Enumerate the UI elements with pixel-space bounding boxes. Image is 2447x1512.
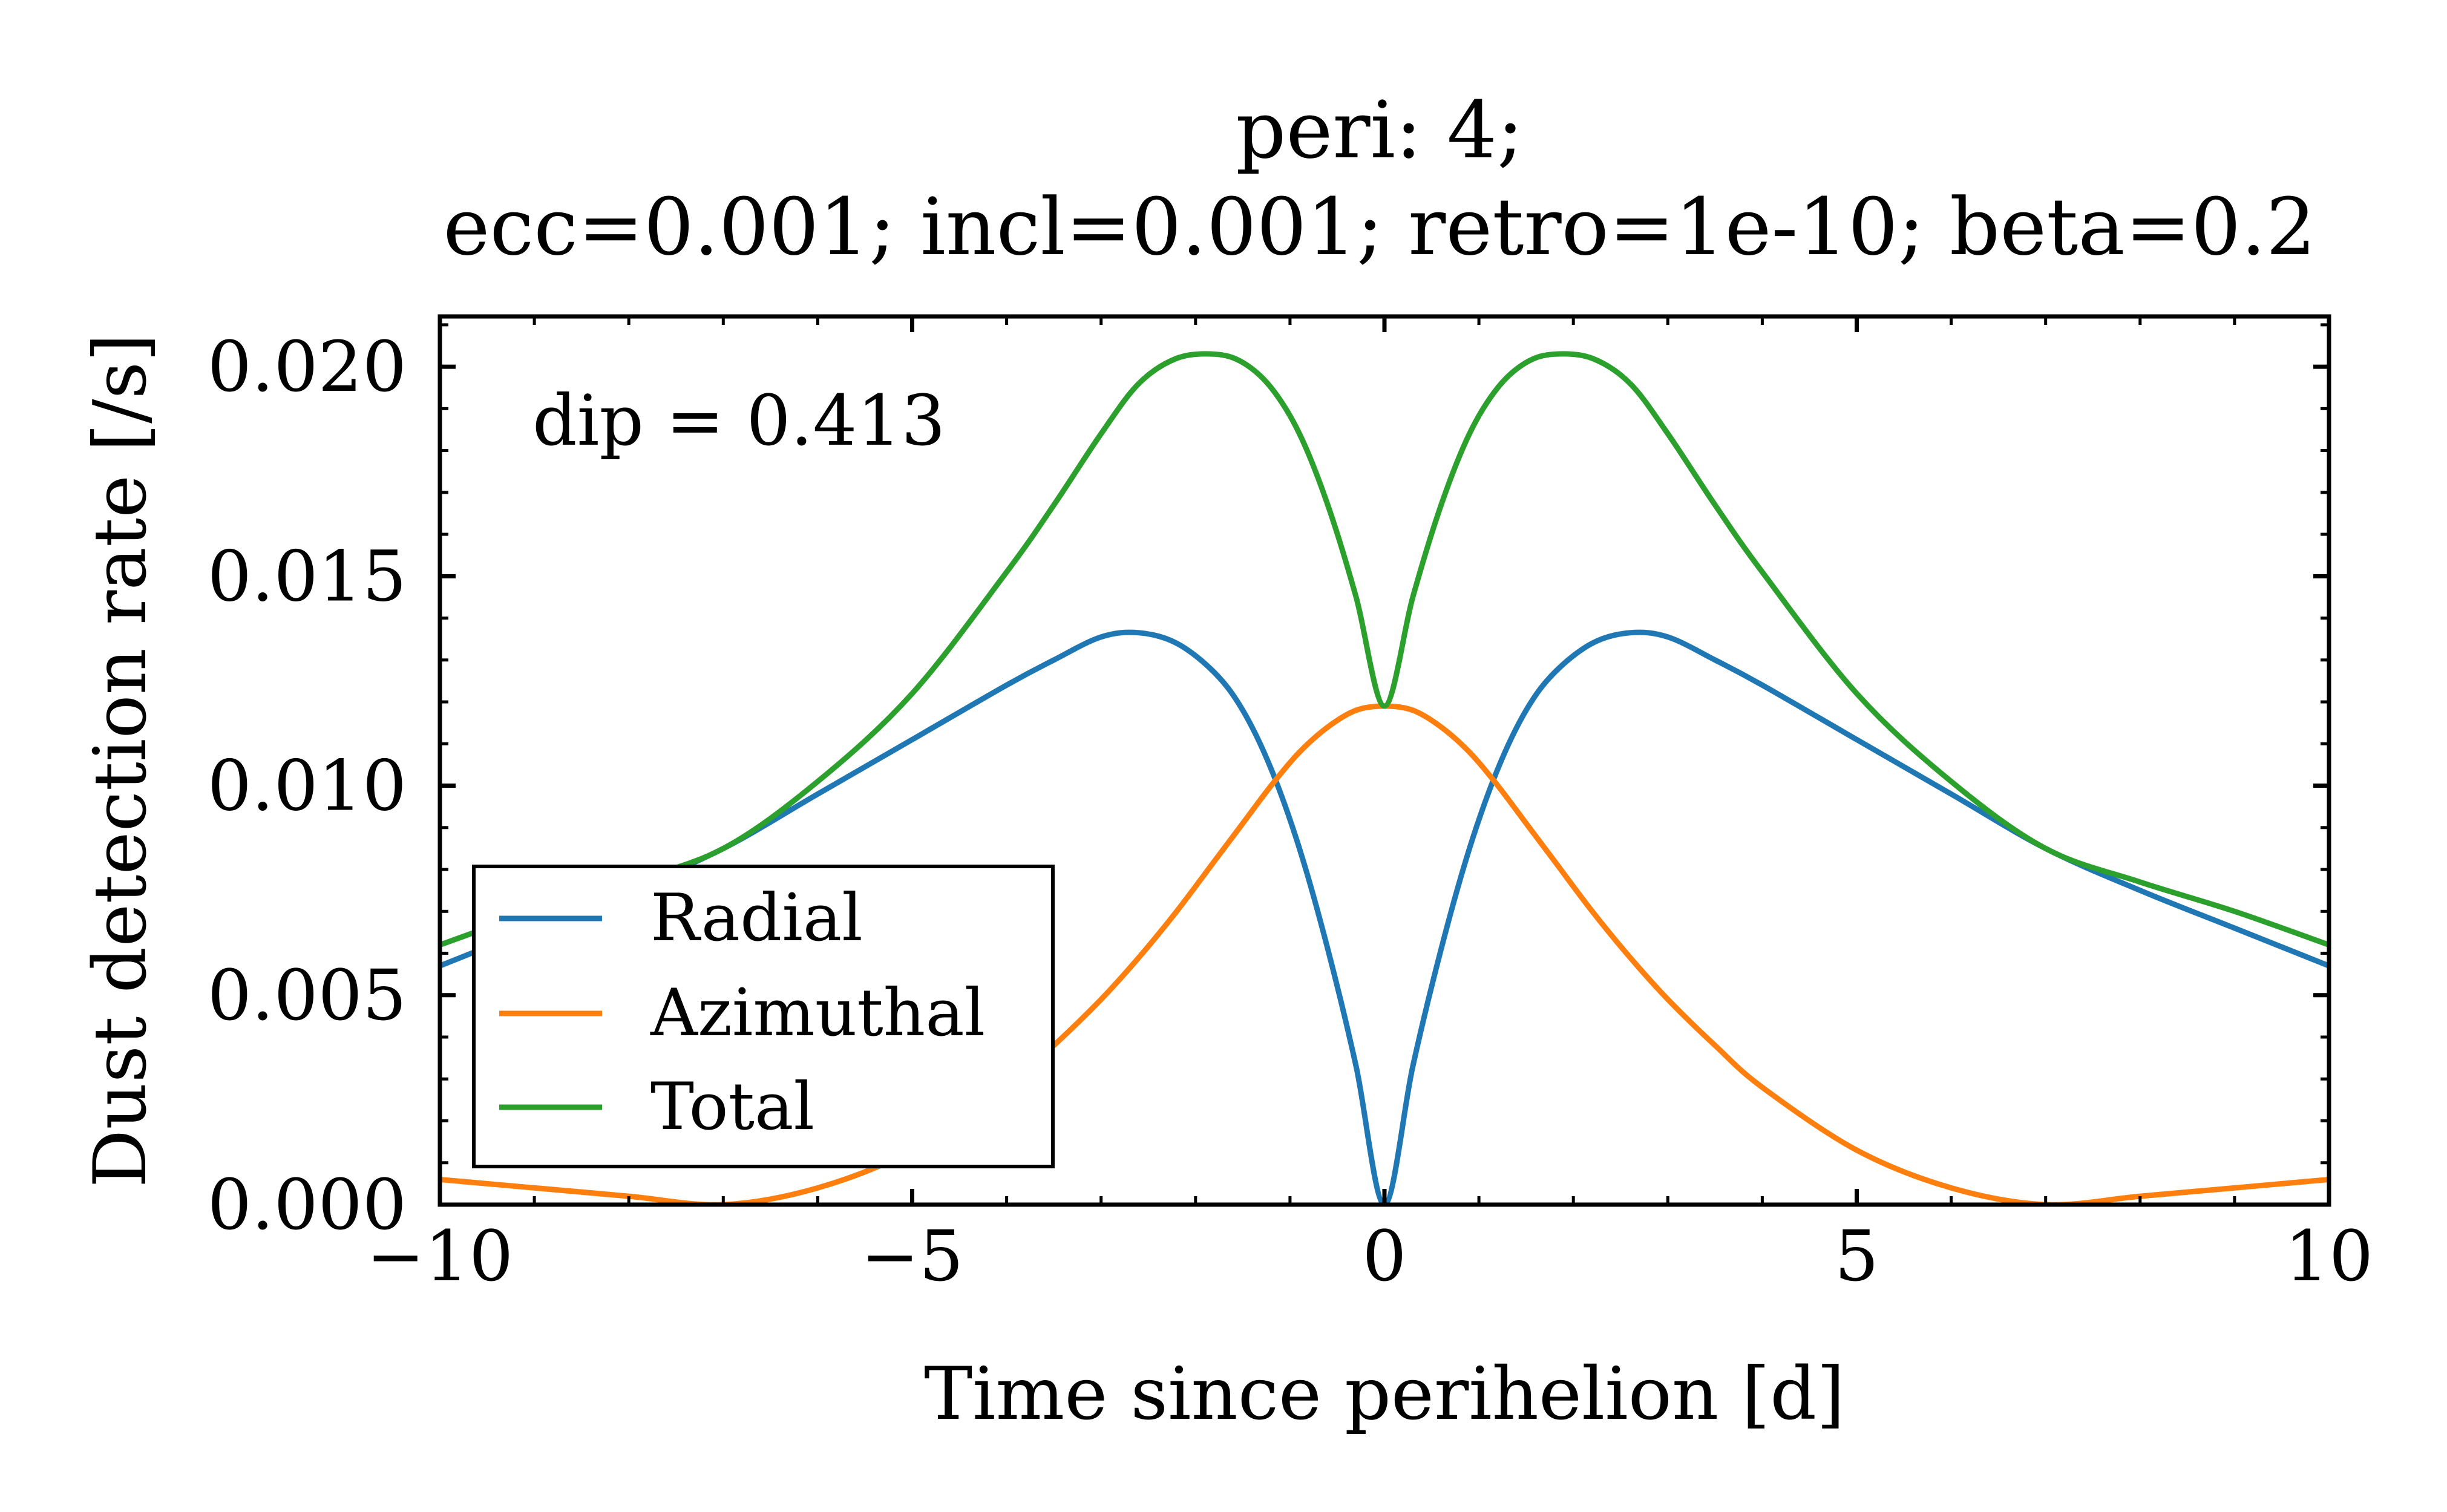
y-tick-label: 0.020	[208, 327, 407, 408]
dip-annotation: dip = 0.413	[532, 381, 946, 462]
legend-entry-radial: Radial	[499, 880, 863, 956]
x-tick-label: −5	[861, 1216, 964, 1297]
y-tick-label: 0.000	[208, 1165, 407, 1246]
y-axis-label: Dust detection rate [/s]	[79, 333, 163, 1188]
y-tick-label: 0.010	[208, 746, 407, 827]
y-tick-label: 0.015	[208, 536, 407, 617]
chart-title: peri: 4; ecc=0.001; incl=0.001; retro=1e…	[444, 84, 2316, 273]
legend-label-total: Total	[650, 1069, 814, 1145]
x-axis-label: Time since perihelion [d]	[924, 1352, 1845, 1436]
legend-entry-total: Total	[499, 1069, 814, 1145]
x-tick-label: −10	[367, 1216, 514, 1297]
y-tick-label: 0.005	[208, 955, 407, 1036]
y-tick-labels: 0.000 0.005 0.010 0.015 0.020	[208, 327, 407, 1246]
x-tick-label: 0	[1362, 1216, 1406, 1297]
plot-frame	[437, 314, 2331, 1207]
series-line-total	[440, 351, 2329, 947]
legend-label-azimuthal: Azimuthal	[650, 975, 985, 1051]
legend-label-radial: Radial	[650, 880, 863, 956]
title-line-1: peri: 4;	[1236, 84, 1524, 176]
x-tick-label: 5	[1835, 1216, 1879, 1297]
x-tick-labels: −10 −5 0 5 10	[367, 1216, 2374, 1297]
legend-entry-azimuthal: Azimuthal	[499, 975, 985, 1051]
title-line-2: ecc=0.001; incl=0.001; retro=1e-10; beta…	[444, 181, 2316, 273]
series-line-radial	[440, 629, 2329, 1205]
x-tick-label: 10	[2285, 1216, 2373, 1297]
legend: Radial Azimuthal Total	[472, 865, 1055, 1168]
